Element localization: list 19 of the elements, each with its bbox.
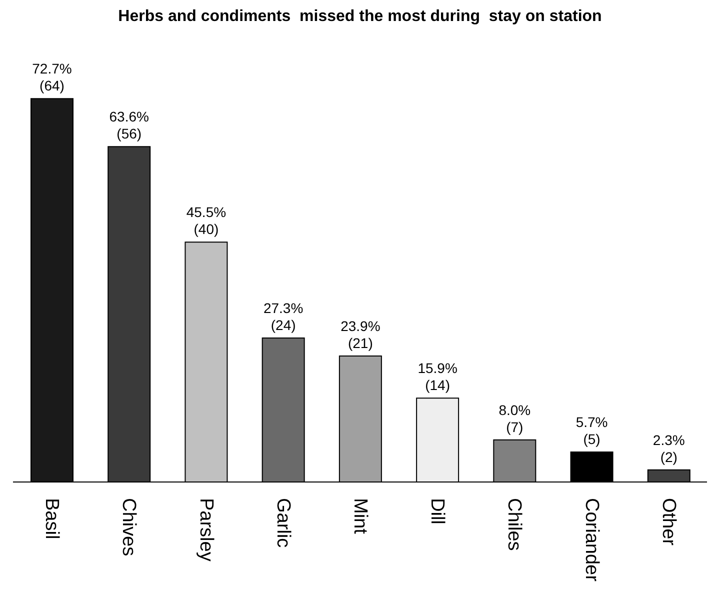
data-label: 5.7% (5) [576,414,608,447]
x-tick-label: Chiles [504,498,525,551]
x-tick-label: Parsley [195,498,216,562]
x-tick-label: Garlic [272,498,294,548]
x-tick-label: Chives [118,498,140,556]
data-label: 8.0% (7) [498,402,531,435]
x-tick-label: Coriander [580,498,602,582]
x-tick-label: Dill [426,498,448,524]
x-tick-label: Other [658,498,679,546]
data-label: 15.9% (14) [418,360,458,394]
chart-title: Herbs and condiments missed the most during stay on station [117,8,603,26]
data-label: 72.7% (64) [32,60,72,94]
data-label: 45.5% (40) [186,204,226,238]
x-tick-label: Mint [350,498,370,535]
data-label: 27.3% (24) [263,300,304,334]
data-label: 2.3% (2) [652,432,685,465]
data-label: 23.9% (21) [340,318,380,351]
x-tick-label: Basil [41,498,62,540]
data-label: 63.6% (56) [109,108,149,142]
